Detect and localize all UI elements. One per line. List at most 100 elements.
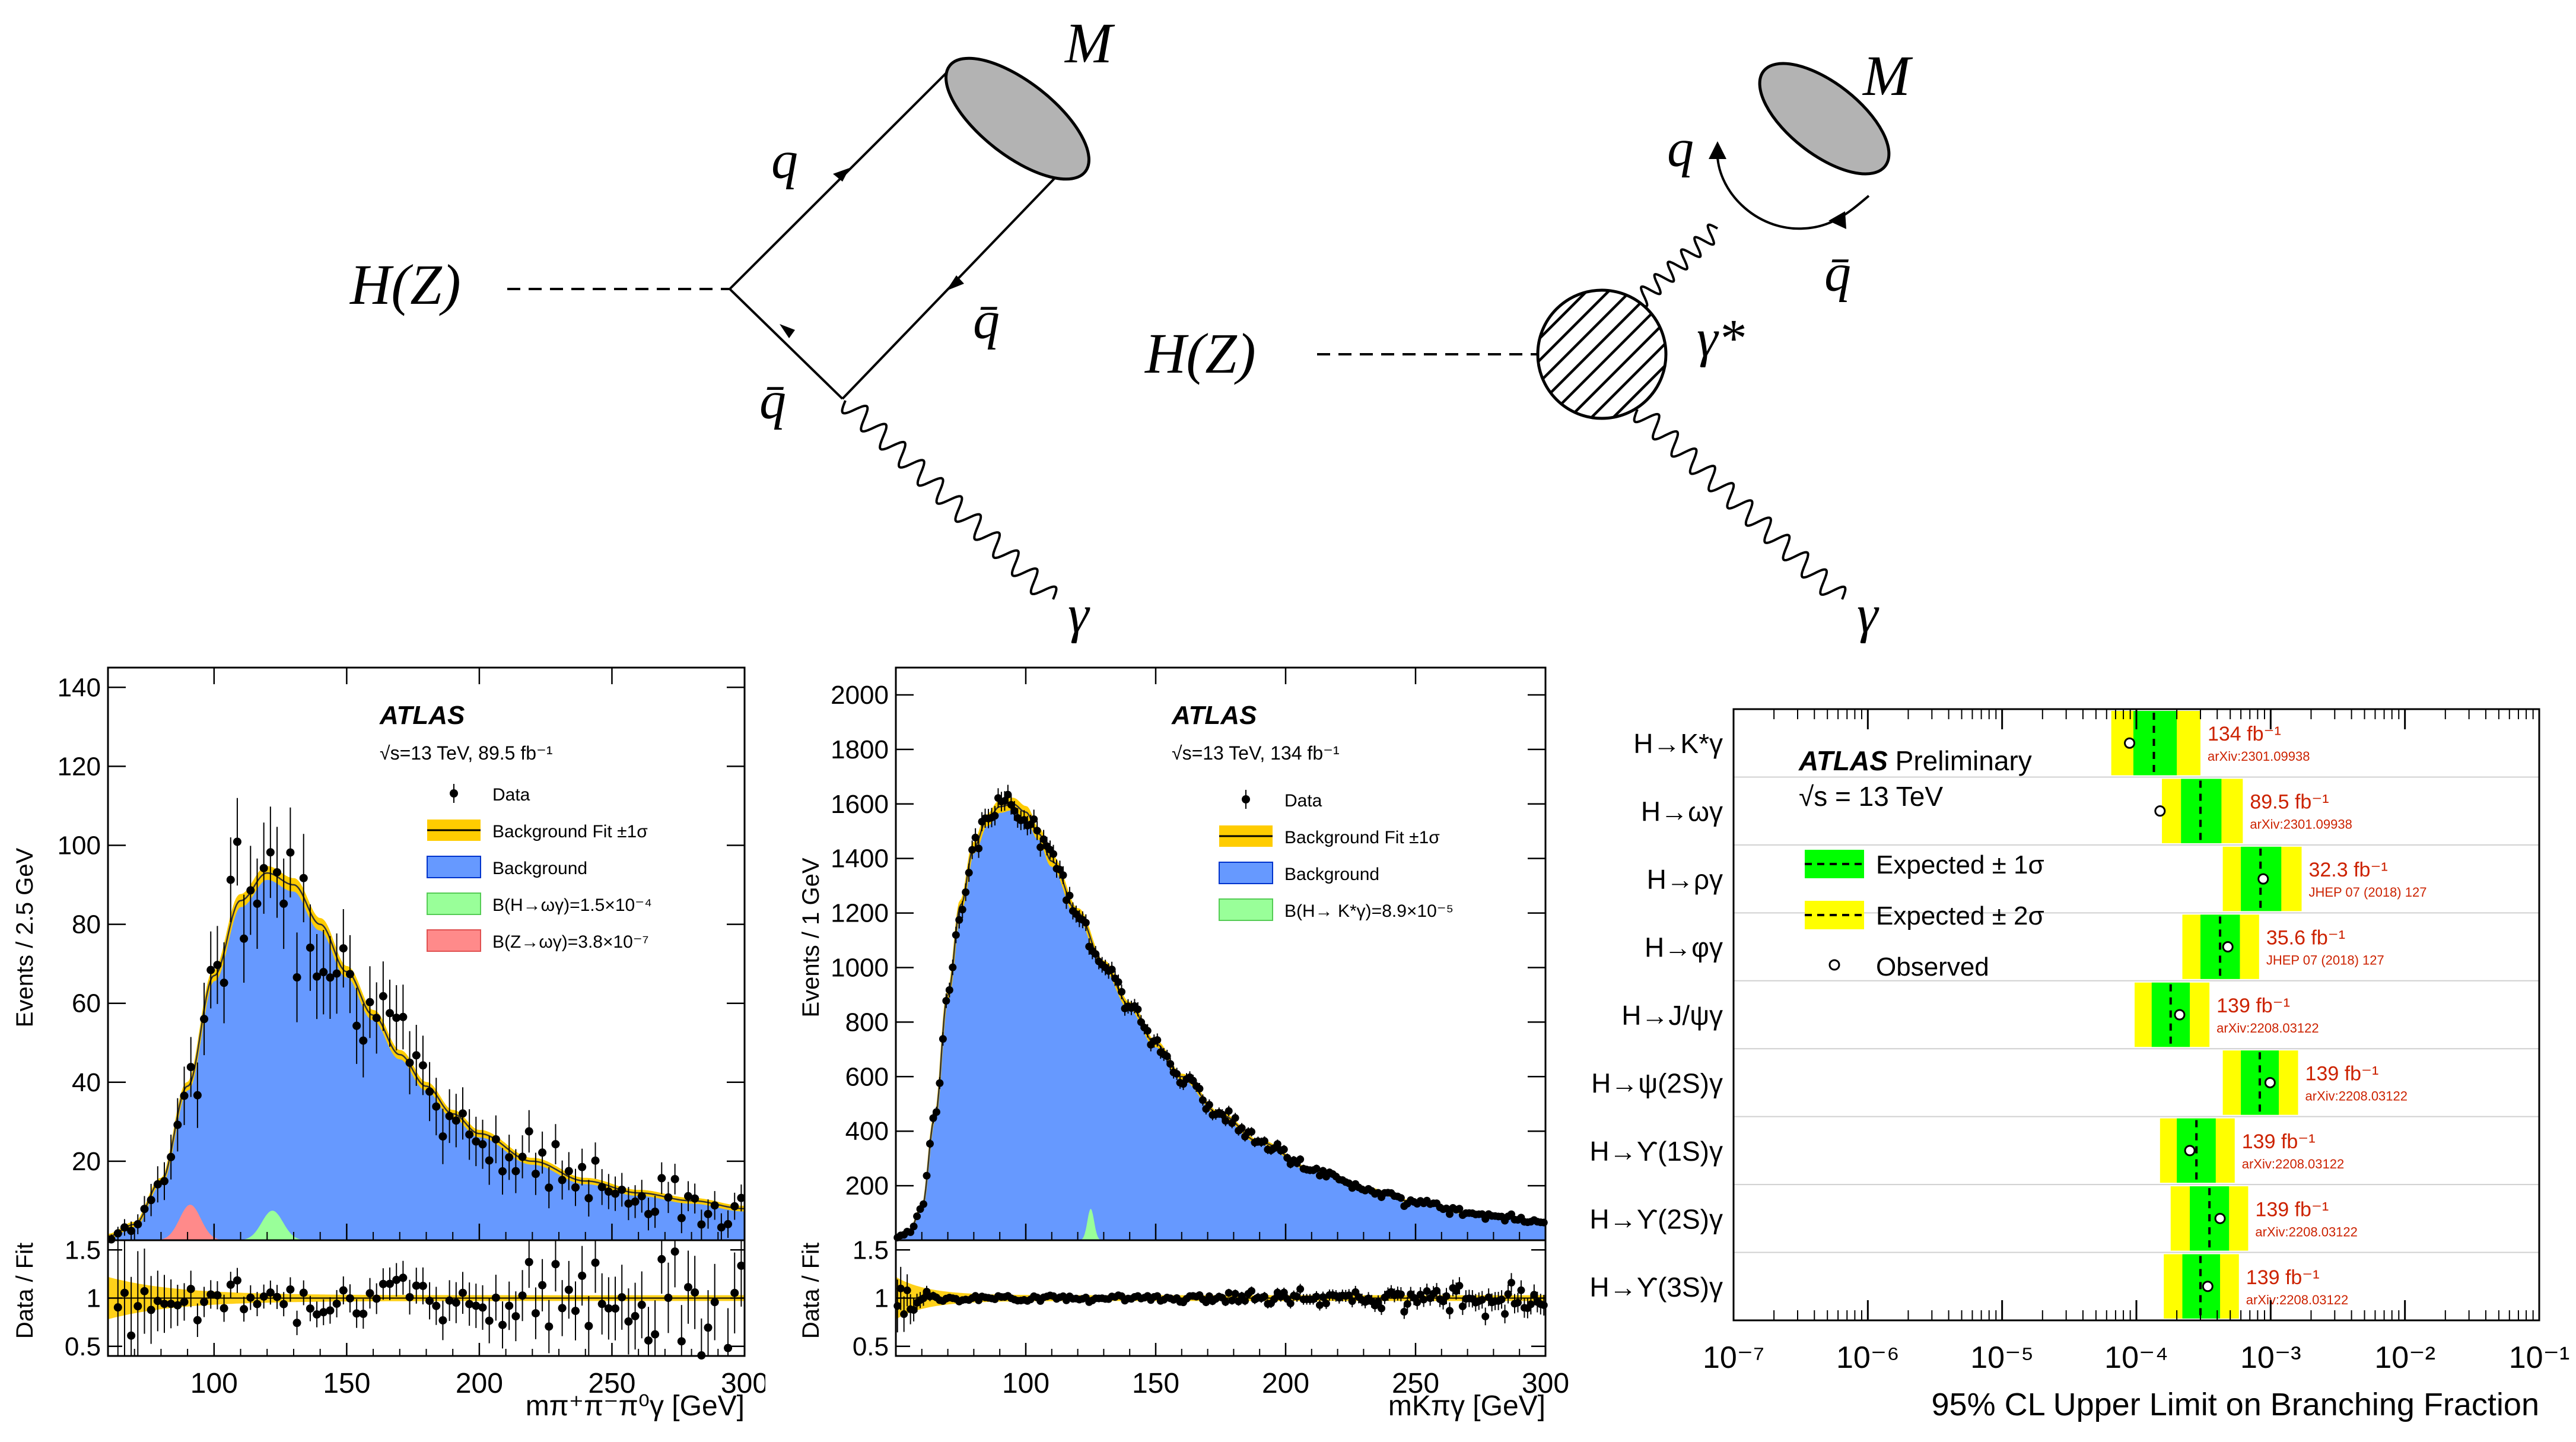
y-tick-label: 40 <box>72 1068 101 1097</box>
data-point <box>1280 1145 1288 1154</box>
ratio-point <box>180 1297 189 1306</box>
data-point <box>1225 1107 1233 1115</box>
channel-ref: arXiv:2208.03122 <box>2246 1292 2348 1307</box>
observed-limit-marker <box>2222 941 2234 953</box>
data-point <box>1319 1167 1327 1175</box>
data-point <box>306 943 314 952</box>
energy-label-limits: √s = 13 TeV <box>1799 781 1943 812</box>
ratio-point <box>326 1306 335 1315</box>
x-tick-label: 10⁻⁴ <box>2104 1341 2168 1375</box>
ratio-point <box>710 1298 719 1307</box>
data-point <box>253 899 262 908</box>
data-point <box>1143 1027 1152 1035</box>
label-meson-right: M <box>1862 44 1913 107</box>
data-point <box>386 1009 395 1018</box>
data-point <box>292 973 301 982</box>
photon-wave-left <box>841 400 1058 600</box>
label-photon-right: γ <box>1857 585 1879 644</box>
x-tick-label: 10⁻⁶ <box>1836 1341 1900 1375</box>
y-tick-label: 1200 <box>831 899 889 928</box>
data-point <box>266 848 275 857</box>
ratio-point <box>1225 1289 1233 1297</box>
ratio-point <box>313 1310 322 1319</box>
data-point <box>1260 1137 1268 1145</box>
ratio-point <box>1345 1291 1353 1300</box>
data-point <box>485 1156 494 1165</box>
channel-lumi: 139 fb⁻¹ <box>2246 1266 2320 1289</box>
data-point <box>1397 1194 1405 1202</box>
label-q-right: q <box>1667 119 1694 178</box>
data-point <box>945 986 953 994</box>
data-point <box>491 1135 500 1144</box>
ratio-point <box>498 1320 507 1329</box>
ratio-point <box>465 1300 474 1308</box>
data-point <box>458 1109 467 1118</box>
ratio-point <box>538 1281 547 1289</box>
ratio-points <box>893 1266 1548 1333</box>
ratio-point <box>332 1299 341 1308</box>
ratio-point <box>451 1298 460 1307</box>
y-tick-label: 1800 <box>831 735 889 764</box>
data-point <box>372 1014 381 1022</box>
legend-data-marker <box>1242 795 1250 803</box>
ratio-point <box>1420 1295 1428 1304</box>
ratio-point <box>425 1297 434 1306</box>
data-point <box>1273 1140 1281 1148</box>
data-point <box>611 1189 620 1198</box>
channel-row: H→ϒ(2S)γ 139 fb⁻¹ arXiv:2208.03122 <box>1589 1186 2358 1251</box>
ratio-point <box>319 1308 328 1317</box>
ratio-point <box>611 1304 620 1313</box>
data-point <box>952 931 960 939</box>
data-point <box>465 1130 474 1139</box>
channel-row: H→ργ 32.3 fb⁻¹ JHEP 07 (2018) 127 <box>1647 846 2426 911</box>
data-point <box>1020 816 1028 824</box>
observed-limit-marker <box>2202 1281 2214 1292</box>
ratio-point <box>670 1247 679 1256</box>
ratio-point <box>140 1287 149 1295</box>
channel-ref: JHEP 07 (2018) 127 <box>2308 885 2426 900</box>
arrow-loop-qbar <box>1828 211 1846 229</box>
data-point <box>1248 1127 1256 1136</box>
data-point <box>478 1140 487 1149</box>
data-point <box>975 844 983 853</box>
chart-kstar-gamma: Events / 1 GeV Data / Fit mKπγ [GeV] ATL… <box>798 666 1569 1422</box>
ratio-point <box>206 1290 215 1299</box>
channel-ref: arXiv:2208.03122 <box>2255 1224 2357 1239</box>
channel-label: H→φγ <box>1645 932 1723 963</box>
ratio-point <box>1530 1291 1538 1299</box>
data-point <box>551 1140 560 1149</box>
ratio-point <box>597 1300 606 1308</box>
ratio-ylabel-omega: Data / Fit <box>12 1243 38 1339</box>
data-point <box>717 1223 726 1232</box>
ratio-point <box>564 1285 573 1294</box>
label-qbar-bottom: q̄ <box>759 371 786 430</box>
legend-label: Background Fit ±1σ <box>492 822 648 841</box>
ratio-point <box>445 1296 454 1305</box>
ratio-point <box>1296 1285 1305 1293</box>
ratio-point <box>551 1260 560 1269</box>
data-point <box>206 965 215 974</box>
data-point <box>1000 797 1009 805</box>
ratio-point <box>240 1305 249 1314</box>
channel-label: H→J/ψγ <box>1621 1000 1723 1031</box>
fit-line <box>108 872 745 1237</box>
ratio-point <box>1260 1292 1268 1301</box>
data-point <box>1033 827 1041 835</box>
ratio-point <box>1455 1282 1464 1290</box>
data-point <box>664 1193 673 1202</box>
energy-label-kstar: √s=13 TeV, 134 fb⁻¹ <box>1172 742 1340 764</box>
x-tick-label: 300 <box>721 1368 765 1399</box>
data-point <box>1114 978 1122 986</box>
ratio-point <box>259 1292 268 1301</box>
data-point <box>1205 1101 1213 1109</box>
ratio-point <box>1322 1300 1330 1308</box>
data-point <box>991 812 999 820</box>
data-point <box>604 1187 613 1196</box>
ratio-point <box>246 1293 255 1302</box>
ratio-point <box>1228 1297 1236 1305</box>
data-point <box>167 1152 176 1161</box>
data-point <box>1036 843 1045 852</box>
ratio-point <box>545 1322 554 1331</box>
data-point <box>418 1061 427 1070</box>
legend-observed-marker <box>1828 959 1840 971</box>
